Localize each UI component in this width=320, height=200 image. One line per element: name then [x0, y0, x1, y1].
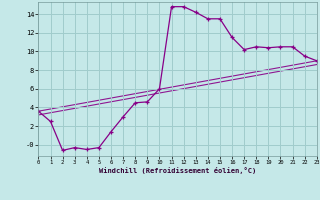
X-axis label: Windchill (Refroidissement éolien,°C): Windchill (Refroidissement éolien,°C) — [99, 167, 256, 174]
